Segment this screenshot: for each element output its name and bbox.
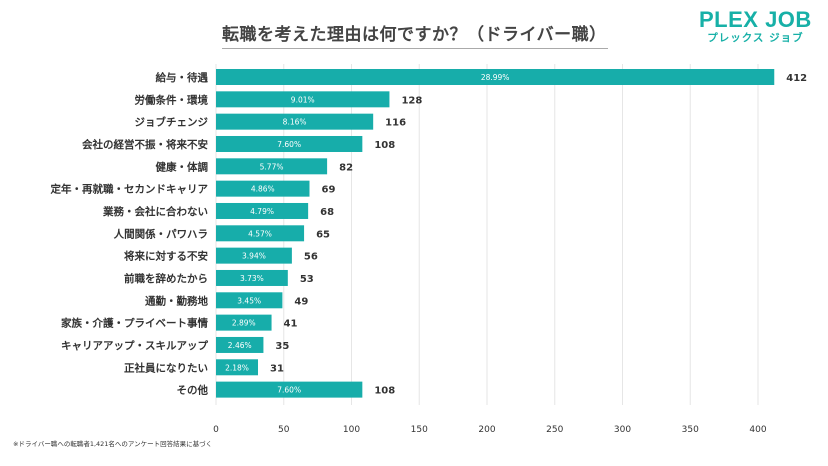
title-underline — [222, 48, 608, 49]
bar — [216, 359, 259, 376]
category-label: その他 — [177, 384, 209, 397]
value-label: 35 — [275, 341, 289, 352]
bar — [216, 336, 264, 353]
value-label: 65 — [316, 229, 330, 240]
bar — [216, 180, 310, 197]
category-label: 健康・体調 — [156, 160, 209, 173]
bar — [216, 158, 328, 175]
percent-label: 2.18% — [225, 363, 249, 372]
bar — [216, 292, 283, 309]
value-label: 108 — [374, 386, 395, 397]
bar — [216, 314, 272, 331]
value-label: 108 — [374, 140, 395, 151]
bar — [216, 113, 374, 130]
bar — [216, 247, 292, 264]
x-tick-label: 350 — [682, 425, 699, 435]
brand-logo: PLEX JOB プレックス ジョブ — [699, 9, 812, 45]
percent-label: 4.86% — [251, 185, 275, 194]
percent-label: 4.79% — [250, 207, 274, 216]
bar — [216, 269, 288, 286]
category-label: 正社員になりたい — [124, 361, 208, 374]
x-tick-label: 200 — [478, 425, 495, 435]
footnote: ※ドライバー職への転職者1,421名へのアンケート回答結果に基づく — [13, 440, 213, 448]
value-label: 128 — [401, 95, 422, 106]
chart-title: 転職を考えた理由は何ですか？（ドライバー職） — [222, 25, 607, 45]
x-tick-label: 150 — [411, 425, 428, 435]
category-label: 前職を辞めたから — [124, 272, 208, 285]
category-label: キャリアアップ・スキルアップ — [61, 339, 208, 352]
bar — [216, 225, 305, 242]
percent-label: 3.94% — [242, 252, 266, 261]
percent-label: 2.89% — [232, 319, 256, 328]
category-label: 人間関係・パワハラ — [114, 227, 208, 240]
category-label: 業務・会社に合わない — [102, 205, 208, 218]
category-label: 将来に対する不安 — [124, 250, 208, 263]
bar — [216, 91, 390, 108]
category-label: 給与・待遇 — [156, 71, 209, 84]
logo-subtitle: プレックス ジョブ — [707, 32, 804, 44]
value-label: 53 — [300, 274, 314, 285]
percent-label: 9.01% — [291, 95, 315, 104]
category-label: 通勤・勤務地 — [145, 294, 208, 307]
bar — [216, 135, 363, 152]
value-label: 69 — [321, 185, 335, 196]
value-label: 412 — [786, 73, 807, 84]
percent-label: 7.60% — [277, 386, 301, 395]
category-label: 労働条件・環境 — [135, 93, 209, 106]
x-tick-label: 50 — [278, 425, 290, 435]
labels: 給与・待遇 28.99% 412 労働条件・環境 9.01% 128 ジョブチェンジ 8.16… — [50, 71, 808, 397]
percent-label: 3.45% — [237, 296, 261, 305]
value-label: 49 — [294, 296, 308, 307]
value-label: 82 — [339, 162, 353, 173]
percent-label: 2.46% — [228, 341, 252, 350]
percent-label: 7.60% — [277, 140, 301, 149]
x-tick-label: 400 — [749, 425, 766, 435]
value-label: 116 — [385, 118, 406, 129]
bar — [216, 69, 775, 85]
value-label: 41 — [284, 319, 298, 330]
category-label: 定年・再就職・セカンドキャリア — [50, 183, 209, 196]
percent-label: 3.73% — [240, 274, 264, 283]
bars — [216, 69, 775, 398]
category-label: 会社の経営不振・将来不安 — [82, 138, 208, 151]
bar — [216, 381, 363, 398]
category-label: 家族・介護・プライベート事情 — [61, 317, 208, 330]
category-label: ジョブチェンジ — [135, 116, 209, 129]
value-label: 31 — [270, 363, 284, 374]
percent-label: 4.57% — [248, 229, 272, 238]
x-axis-ticks: 0 50 100 150 200 250 300 350 400 — [213, 425, 767, 435]
x-tick-label: 0 — [213, 425, 219, 435]
percent-label: 8.16% — [283, 118, 307, 127]
value-label: 56 — [304, 252, 318, 263]
percent-label: 28.99% — [481, 73, 510, 82]
value-label: 68 — [320, 207, 334, 218]
x-tick-label: 300 — [614, 425, 631, 435]
bar — [216, 202, 309, 219]
x-tick-label: 100 — [343, 425, 360, 435]
logo-wordmark: PLEX JOB — [699, 7, 812, 32]
percent-label: 5.77% — [260, 162, 284, 171]
x-tick-label: 250 — [546, 425, 563, 435]
